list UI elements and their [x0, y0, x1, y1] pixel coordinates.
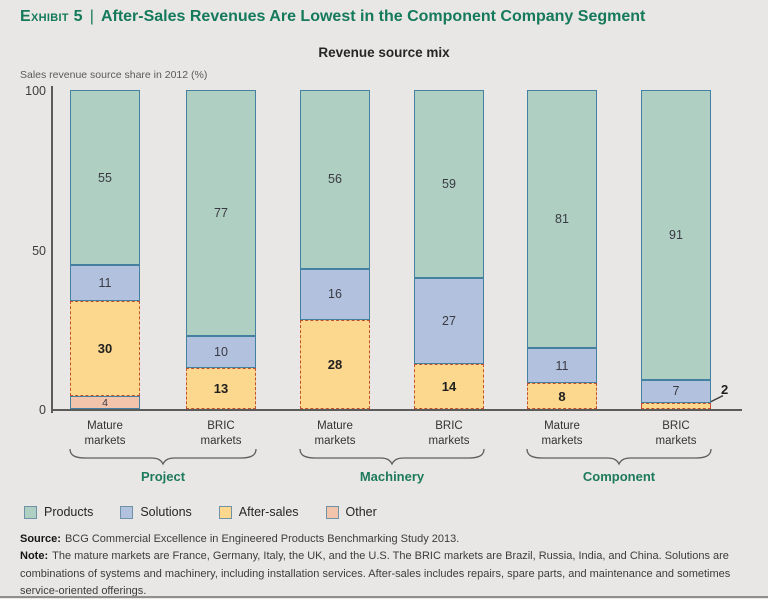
- bar-segment-solutions: 7: [641, 380, 711, 403]
- legend-label: Other: [345, 505, 377, 519]
- y-axis-line: [51, 86, 53, 413]
- bottom-divider: [0, 596, 768, 598]
- segment-value-label-external: 2: [721, 381, 729, 397]
- bar-segment-solutions: 16: [300, 268, 370, 320]
- bar-segment-other: 4: [70, 396, 140, 409]
- y-tick-label: 100: [25, 84, 46, 98]
- bar-segment-after-sales: [641, 402, 711, 409]
- bar-segment-products: 81: [527, 90, 597, 349]
- x-axis-category-label: BRIC markets: [655, 420, 697, 447]
- note-text: The mature markets are France, Germany, …: [20, 550, 731, 598]
- x-axis-line: [51, 409, 742, 411]
- legend-item-products: Products: [24, 505, 93, 519]
- x-axis-category-label: Mature markets: [314, 420, 356, 447]
- x-axis-category-label: Mature markets: [84, 420, 126, 447]
- legend-swatch-icon: [24, 505, 37, 519]
- group-brace: [526, 448, 712, 466]
- y-tick-label: 0: [39, 403, 46, 417]
- legend-swatch-icon: [120, 505, 134, 519]
- legend-item-after-sales: After-sales: [218, 505, 299, 519]
- exhibit-title: Exhibit 5 | After-Sales Revenues Are Lowes…: [20, 8, 645, 26]
- bar-segment-after-sales: 13: [186, 367, 256, 409]
- x-axis-category-label: Mature markets: [541, 420, 583, 447]
- title-text: After-Sales Revenues Are Lowest in the C…: [100, 8, 646, 25]
- bar-segment-products: 91: [641, 90, 711, 381]
- title-separator: |: [89, 8, 94, 25]
- bar-segment-solutions: 11: [70, 265, 140, 301]
- bar-segment-after-sales: 30: [70, 300, 140, 397]
- x-axis-category-label: BRIC markets: [428, 420, 470, 447]
- x-axis-category-label: BRIC markets: [200, 420, 242, 447]
- bar-segment-products: 55: [70, 90, 140, 266]
- footnotes: Source: BCG Commercial Excellence in Engi…: [20, 531, 758, 599]
- bar-segment-after-sales: 14: [414, 364, 484, 409]
- legend-item-solutions: Solutions: [120, 505, 192, 519]
- bar-segment-products: 77: [186, 90, 256, 336]
- legend-swatch-icon: [218, 505, 232, 519]
- exhibit-number: Exhibit 5: [20, 8, 83, 25]
- bar-segment-solutions: 27: [414, 278, 484, 365]
- source-label: Source:: [20, 533, 61, 545]
- chart-legend: Products Solutions After-sales Other: [24, 505, 377, 519]
- legend-label: Solutions: [140, 505, 192, 519]
- chart-title: Revenue source mix: [318, 45, 450, 60]
- legend-swatch-icon: [325, 505, 339, 519]
- note-label: Note:: [20, 550, 49, 563]
- group-brace: [69, 448, 257, 466]
- note-line: Note: The mature markets are France, Germ…: [20, 548, 758, 599]
- legend-label: Products: [44, 505, 94, 519]
- y-tick-label: 50: [32, 243, 46, 258]
- source-text: BCG Commercial Excellence in Engineered …: [64, 533, 460, 545]
- bar-segment-solutions: 11: [527, 348, 597, 384]
- group-label-machinery: Machinery: [359, 469, 425, 484]
- group-brace: [299, 448, 485, 466]
- bar-segment-after-sales: 28: [300, 319, 370, 409]
- group-label-component: Component: [582, 469, 656, 484]
- group-label-project: Project: [140, 469, 186, 484]
- source-line: Source: BCG Commercial Excellence in Engi…: [20, 531, 758, 548]
- axis-unit-label: Sales revenue source share in 2012 (%): [20, 69, 208, 81]
- bar-segment-after-sales: 8: [527, 383, 597, 409]
- bar-segment-products: 59: [414, 90, 484, 279]
- legend-item-other: Other: [325, 505, 377, 519]
- legend-label: After-sales: [238, 505, 299, 519]
- bar-segment-solutions: 10: [186, 335, 256, 368]
- bar-segment-products: 56: [300, 90, 370, 269]
